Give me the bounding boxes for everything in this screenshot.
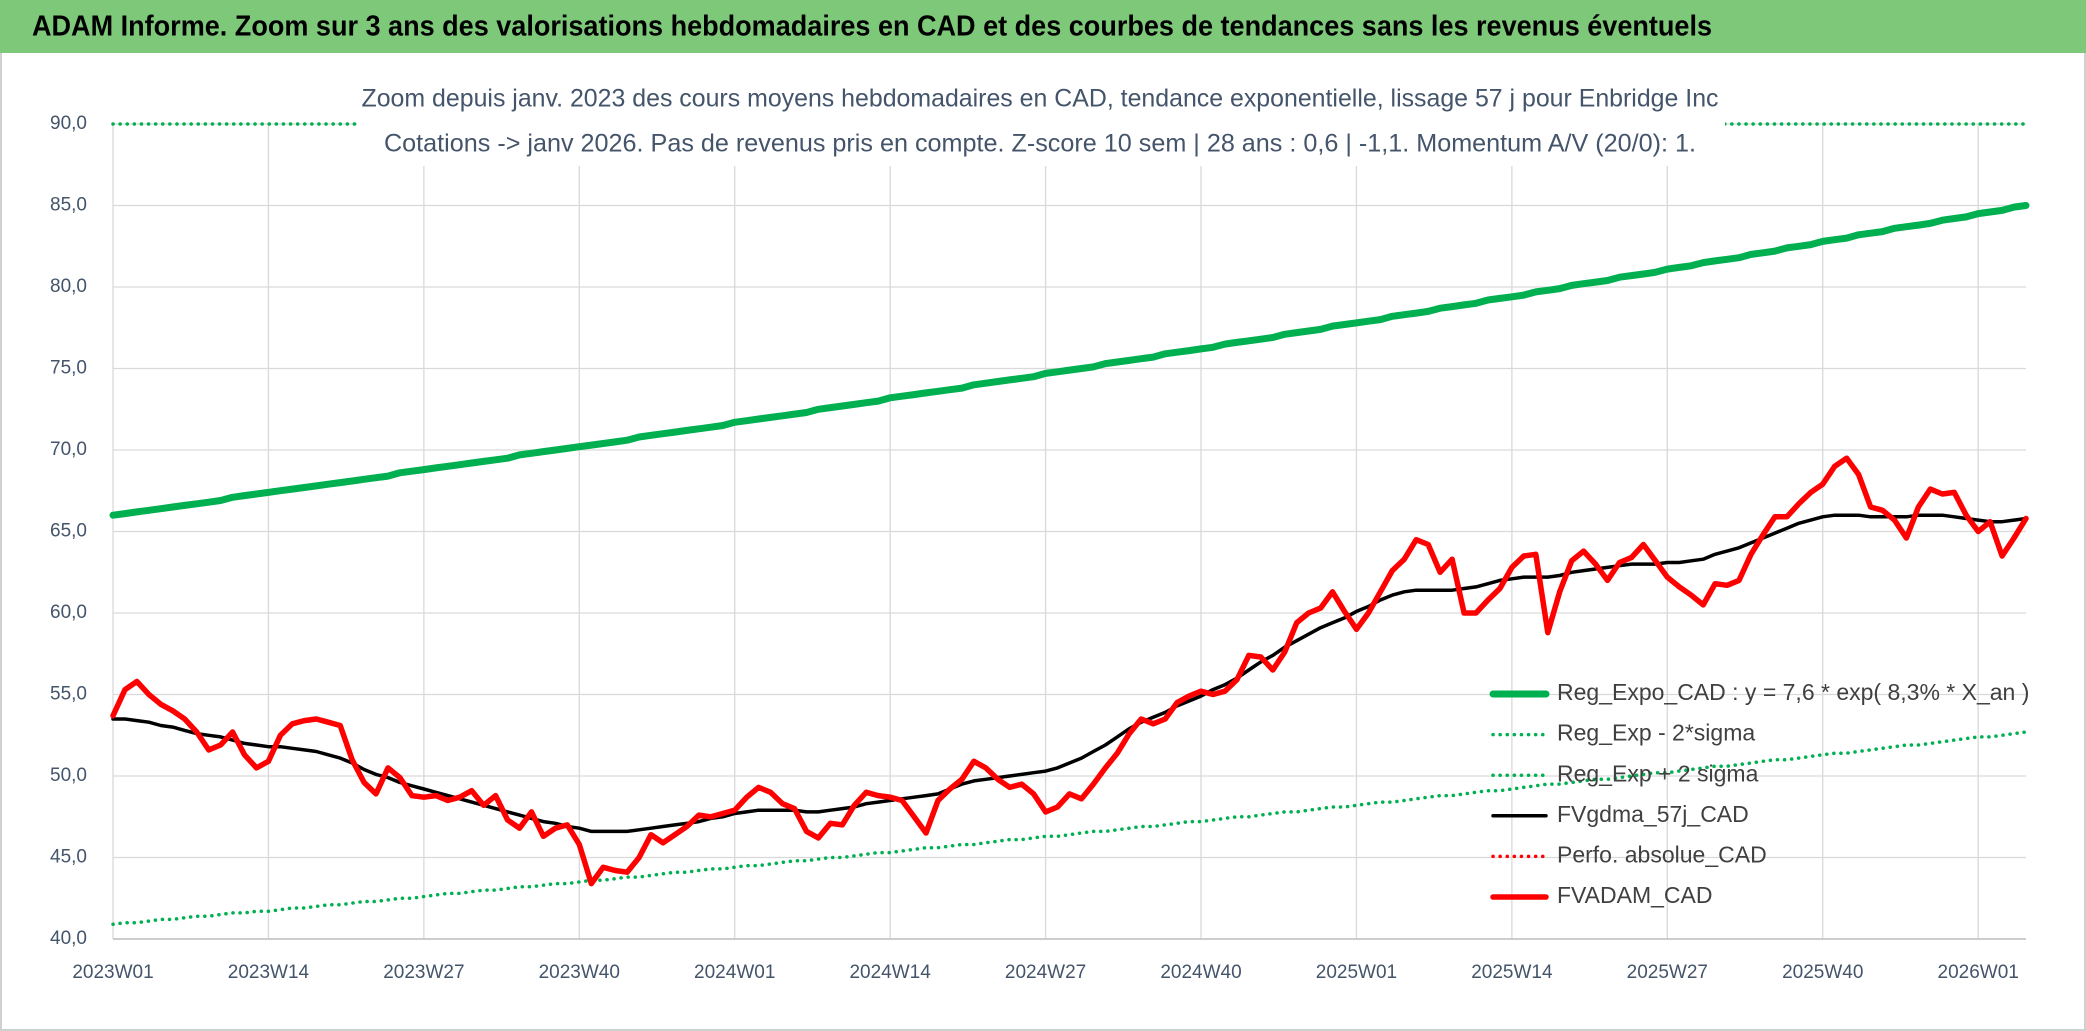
- chart-subtitle: Zoom depuis janv. 2023 des cours moyens …: [362, 85, 1719, 113]
- subtitle-background: [357, 80, 1725, 166]
- x-tick-label: 2023W14: [228, 962, 310, 983]
- x-tick-label: 2025W40: [1782, 962, 1863, 983]
- y-tick-label: 85,0: [50, 195, 87, 216]
- x-tick-label: 2023W40: [539, 962, 620, 983]
- series-line: [111, 513, 2028, 834]
- y-tick-label: 70,0: [50, 439, 87, 460]
- y-tick-label: 90,0: [50, 113, 87, 134]
- y-tick-label: 45,0: [50, 847, 87, 868]
- y-tick-label: 60,0: [50, 602, 87, 623]
- x-tick-label: 2023W01: [72, 962, 153, 983]
- legend-label: Perfo. absolue_CAD: [1557, 841, 1767, 867]
- y-tick-label: 40,0: [50, 928, 87, 949]
- y-tick-label: 50,0: [50, 765, 87, 786]
- x-tick-label: 2024W40: [1160, 962, 1241, 983]
- chart-title: ADAM Informe. Zoom sur 3 ans des valoris…: [32, 11, 1712, 43]
- series-line: [109, 202, 2030, 519]
- legend: Reg_Expo_CAD : y = 7,6 * exp( 8,3% * X_a…: [1489, 679, 2029, 908]
- y-tick-label: 65,0: [50, 521, 87, 542]
- y-tick-label: 55,0: [50, 684, 87, 705]
- legend-label: Reg_Exp + 2 sigma: [1557, 760, 1759, 786]
- chart-subtitle: Cotations -> janv 2026. Pas de revenus p…: [384, 130, 1696, 158]
- y-tick-label: 80,0: [50, 276, 87, 297]
- legend-label: Reg_Expo_CAD : y = 7,6 * exp( 8,3% * X_a…: [1557, 679, 2029, 705]
- x-tick-label: 2025W14: [1471, 962, 1553, 983]
- x-tick-label: 2023W27: [383, 962, 464, 983]
- series-line: [110, 455, 2029, 887]
- x-tick-label: 2025W01: [1316, 962, 1397, 983]
- x-tick-label: 2024W01: [694, 962, 775, 983]
- x-tick-label: 2024W14: [849, 962, 931, 983]
- series-line: [111, 730, 2028, 927]
- x-tick-label: 2025W27: [1627, 962, 1708, 983]
- legend-label: Reg_Exp - 2*sigma: [1557, 720, 1755, 746]
- legend-label: FVgdma_57j_CAD: [1557, 801, 1749, 827]
- header-bar: [0, 0, 2086, 53]
- x-tick-label: 2024W27: [1005, 962, 1086, 983]
- x-tick-label: 2026W01: [1938, 962, 2019, 983]
- grid: 40,0 45,0 50,0 55,0 60,0 65,0 70,0 75,0 80,0 85,0…: [50, 113, 2026, 983]
- y-tick-label: 75,0: [50, 358, 87, 379]
- legend-label: FVADAM_CAD: [1557, 882, 1713, 908]
